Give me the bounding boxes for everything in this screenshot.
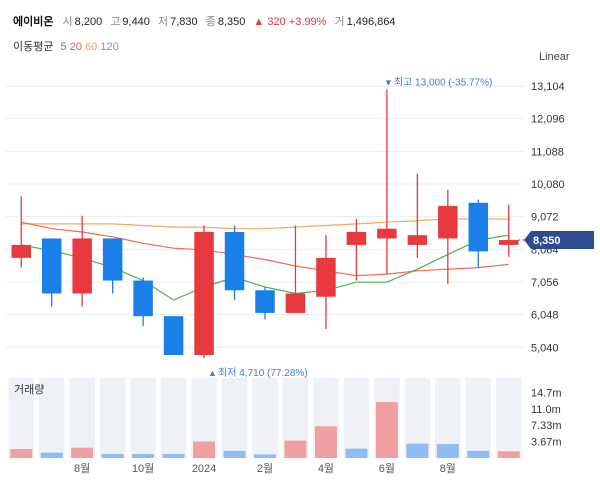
volume-tick-label: 7.33m bbox=[531, 420, 562, 432]
volume-bar bbox=[406, 443, 429, 458]
volume-bar bbox=[345, 448, 368, 458]
low-annotation: 최저 4,710 (77.28%) bbox=[218, 367, 308, 379]
moving-average-legend[interactable]: 이동평균 5 20 60 120 bbox=[13, 38, 119, 54]
volume-value: 1,496,864 bbox=[346, 16, 396, 28]
volume-bar bbox=[71, 447, 94, 458]
ma20-line bbox=[21, 221, 509, 277]
quote-header: 에이비온 시 8,200 고 9,440 저 7,830 종 8,350 ▲ 320 +… bbox=[13, 13, 401, 29]
volume-bar bbox=[314, 426, 337, 458]
candle-body bbox=[224, 231, 245, 291]
ma-period-20[interactable]: 20 bbox=[69, 41, 86, 53]
x-tick-label: 2월 bbox=[257, 462, 273, 475]
open-value: 8,200 bbox=[74, 16, 103, 28]
candle-body bbox=[72, 238, 92, 294]
volume-bar bbox=[467, 450, 490, 458]
low-label: 저 bbox=[157, 16, 169, 28]
high-annotation: 최고 13,000 (-35.77%) bbox=[394, 76, 492, 88]
price-tick-label: 13,104 bbox=[531, 81, 565, 93]
volume-column-bg bbox=[252, 378, 278, 458]
low-marker: ▲ bbox=[208, 368, 217, 378]
volume-tick-label: 3.67m bbox=[531, 437, 562, 449]
volume-column-bg bbox=[495, 378, 522, 458]
candle-body bbox=[41, 238, 62, 294]
ma60-line bbox=[21, 218, 509, 230]
volume-column-bg bbox=[130, 378, 156, 458]
volume-bar bbox=[497, 451, 520, 458]
x-tick-label: 6월 bbox=[379, 462, 395, 475]
price-tick-label: 12,096 bbox=[531, 114, 565, 126]
volume-bar bbox=[284, 440, 307, 458]
high-value: 9,440 bbox=[122, 16, 150, 28]
candle-body bbox=[346, 231, 367, 245]
volume-tick-label: 14.7m bbox=[531, 387, 562, 399]
candle-body bbox=[11, 244, 31, 258]
x-tick-label: 8월 bbox=[440, 462, 456, 475]
volume-title: 거래량 bbox=[14, 383, 44, 396]
candle-body bbox=[255, 290, 275, 313]
volume-bar bbox=[193, 441, 216, 458]
price-tick-label: 11,088 bbox=[531, 146, 564, 158]
x-tick-label: 8월 bbox=[74, 462, 90, 475]
high-label: 고 bbox=[110, 16, 121, 28]
volume-bar bbox=[40, 452, 63, 458]
volume-bar bbox=[10, 449, 33, 458]
close-label: 종 bbox=[205, 16, 216, 28]
current-price-tag bbox=[524, 231, 594, 250]
candle-body bbox=[377, 228, 397, 239]
candle-body bbox=[407, 235, 428, 245]
candle-body bbox=[194, 231, 214, 356]
volume-column-bg bbox=[99, 378, 126, 458]
ma5-line bbox=[21, 234, 509, 301]
volume-bar bbox=[162, 453, 185, 458]
ma-label: 이동평균 bbox=[13, 41, 54, 53]
candle-body bbox=[163, 316, 184, 356]
x-tick-label: 10월 bbox=[132, 462, 154, 475]
volume-bar bbox=[132, 453, 155, 458]
scale-toggle[interactable]: Linear bbox=[539, 51, 570, 63]
candle-body bbox=[468, 202, 489, 252]
change-value: ▲ 320 +3.99% bbox=[253, 16, 327, 28]
volume-tick-label: 11.0m bbox=[531, 404, 561, 416]
candle-body bbox=[133, 280, 153, 317]
candle-body bbox=[499, 240, 519, 245]
candle-body bbox=[316, 257, 336, 297]
ma-period-5[interactable]: 5 bbox=[60, 41, 70, 53]
volume-column-bg bbox=[38, 378, 65, 458]
volume-column-bg bbox=[69, 378, 95, 458]
candle-body bbox=[438, 206, 458, 239]
volume-bar bbox=[254, 454, 276, 458]
volume-column-bg bbox=[160, 378, 187, 458]
x-tick-label: 4월 bbox=[318, 462, 334, 475]
candle-body bbox=[285, 293, 306, 313]
price-tick-label: 6,048 bbox=[531, 310, 559, 322]
price-tick-label: 5,040 bbox=[531, 342, 559, 354]
close-value: 8,350 bbox=[217, 16, 246, 28]
volume-column-bg bbox=[221, 378, 248, 458]
volume-column-bg bbox=[8, 378, 35, 458]
price-tick-label: 7,056 bbox=[531, 277, 559, 289]
volume-column-bg bbox=[465, 378, 492, 458]
open-label: 시 bbox=[62, 16, 73, 28]
volume-bar bbox=[436, 444, 459, 458]
candle-body bbox=[102, 238, 123, 281]
ma-period-60[interactable]: 60 bbox=[85, 41, 101, 53]
volume-bar bbox=[375, 402, 398, 458]
volume-bar bbox=[101, 453, 124, 458]
volume-label: 거 bbox=[334, 16, 345, 28]
price-tick-label: 10,080 bbox=[531, 179, 565, 191]
stock-name: 에이비온 bbox=[13, 16, 54, 28]
ma-periods: 5 20 60 120 bbox=[61, 41, 119, 53]
low-value: 7,830 bbox=[170, 16, 198, 28]
volume-column-bg bbox=[343, 378, 370, 458]
current-price-value: 8,350 bbox=[533, 235, 561, 247]
ma-period-120[interactable]: 120 bbox=[100, 41, 119, 53]
price-tick-label: 9,072 bbox=[531, 212, 559, 224]
volume-bar bbox=[223, 450, 246, 458]
high-marker: ▼ bbox=[384, 77, 393, 87]
x-tick-label: 2024 bbox=[192, 463, 216, 475]
